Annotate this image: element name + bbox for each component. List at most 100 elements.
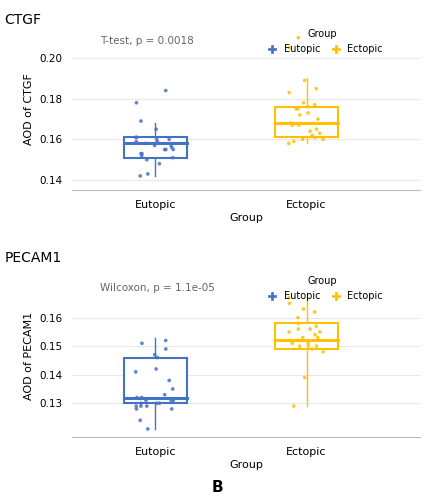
Point bbox=[300, 374, 307, 382]
Point bbox=[306, 127, 313, 135]
Point bbox=[312, 84, 319, 92]
Bar bbox=[274, 324, 338, 349]
Point bbox=[312, 322, 319, 330]
Point bbox=[169, 154, 176, 162]
Point bbox=[144, 425, 151, 433]
Point bbox=[299, 98, 306, 106]
Bar bbox=[274, 107, 338, 138]
Point bbox=[300, 76, 307, 84]
Point bbox=[312, 125, 319, 133]
Point bbox=[289, 402, 296, 410]
Point bbox=[169, 146, 176, 154]
Point bbox=[138, 150, 145, 158]
Point bbox=[162, 86, 169, 94]
Point bbox=[169, 385, 176, 393]
X-axis label: Group: Group bbox=[229, 212, 263, 222]
Point bbox=[162, 336, 169, 344]
Point bbox=[296, 111, 302, 119]
Point bbox=[156, 399, 163, 407]
Text: PECAM1: PECAM1 bbox=[4, 251, 62, 265]
Point bbox=[143, 402, 150, 410]
Point bbox=[314, 115, 321, 123]
Point bbox=[304, 340, 311, 347]
Point bbox=[161, 390, 168, 398]
Point bbox=[316, 130, 322, 138]
Point bbox=[308, 345, 315, 353]
Point bbox=[319, 348, 326, 356]
Point bbox=[151, 350, 158, 358]
Point bbox=[288, 340, 295, 347]
Point bbox=[137, 150, 144, 158]
Point bbox=[294, 314, 301, 322]
Point bbox=[304, 109, 311, 117]
Text: Wilcoxon, p = 1.1e-05: Wilcoxon, p = 1.1e-05 bbox=[100, 283, 214, 293]
Point bbox=[152, 125, 159, 133]
Point bbox=[292, 105, 299, 113]
Point bbox=[165, 136, 172, 143]
Point bbox=[312, 342, 319, 350]
Legend: Eutopic, Ectopic: Eutopic, Ectopic bbox=[262, 29, 382, 54]
Y-axis label: AOD of CTGF: AOD of CTGF bbox=[23, 73, 33, 145]
Bar bbox=[123, 138, 187, 158]
Point bbox=[153, 399, 160, 407]
Point bbox=[156, 160, 163, 168]
Point bbox=[167, 396, 174, 404]
Point bbox=[316, 328, 322, 336]
Point bbox=[136, 416, 143, 424]
Text: B: B bbox=[211, 480, 223, 495]
Point bbox=[133, 98, 140, 106]
Y-axis label: AOD of PECAM1: AOD of PECAM1 bbox=[23, 312, 33, 400]
Text: T-test, p = 0.0018: T-test, p = 0.0018 bbox=[100, 36, 193, 46]
Point bbox=[294, 105, 301, 113]
Point bbox=[285, 140, 292, 147]
Point bbox=[132, 402, 139, 410]
Point bbox=[286, 44, 293, 52]
Point bbox=[294, 320, 301, 328]
Point bbox=[319, 136, 326, 143]
Point bbox=[132, 138, 139, 145]
Point bbox=[142, 396, 149, 404]
Legend: Eutopic, Ectopic: Eutopic, Ectopic bbox=[262, 276, 382, 301]
Point bbox=[138, 340, 145, 347]
Point bbox=[165, 376, 172, 384]
Point bbox=[308, 132, 315, 140]
Point bbox=[133, 405, 140, 413]
X-axis label: Group: Group bbox=[229, 460, 263, 470]
Point bbox=[285, 88, 292, 96]
Point bbox=[299, 305, 306, 313]
Point bbox=[132, 368, 139, 376]
Point bbox=[294, 325, 301, 333]
Point bbox=[138, 152, 145, 160]
Point bbox=[162, 345, 169, 353]
Point bbox=[161, 146, 168, 154]
Point bbox=[288, 121, 295, 129]
Point bbox=[286, 300, 293, 308]
Point bbox=[153, 136, 160, 143]
Point bbox=[169, 396, 176, 404]
Point bbox=[154, 354, 161, 362]
Point bbox=[136, 172, 143, 180]
Point bbox=[142, 140, 149, 147]
Point bbox=[132, 134, 139, 141]
Point bbox=[152, 365, 159, 373]
Point bbox=[285, 328, 292, 336]
Point bbox=[154, 138, 161, 145]
Point bbox=[310, 308, 317, 316]
Point bbox=[289, 138, 296, 145]
Point bbox=[296, 342, 302, 350]
Point bbox=[143, 156, 150, 164]
Point bbox=[314, 334, 321, 342]
Point bbox=[292, 336, 299, 344]
Point bbox=[133, 134, 140, 141]
Point bbox=[299, 334, 306, 342]
Point bbox=[311, 330, 318, 338]
Point bbox=[294, 34, 301, 42]
Point bbox=[137, 117, 144, 125]
Point bbox=[310, 101, 317, 109]
Point bbox=[311, 134, 318, 141]
Point bbox=[306, 325, 313, 333]
Point bbox=[299, 136, 306, 143]
Point bbox=[167, 142, 174, 150]
Point bbox=[304, 342, 311, 350]
Point bbox=[286, 119, 293, 127]
